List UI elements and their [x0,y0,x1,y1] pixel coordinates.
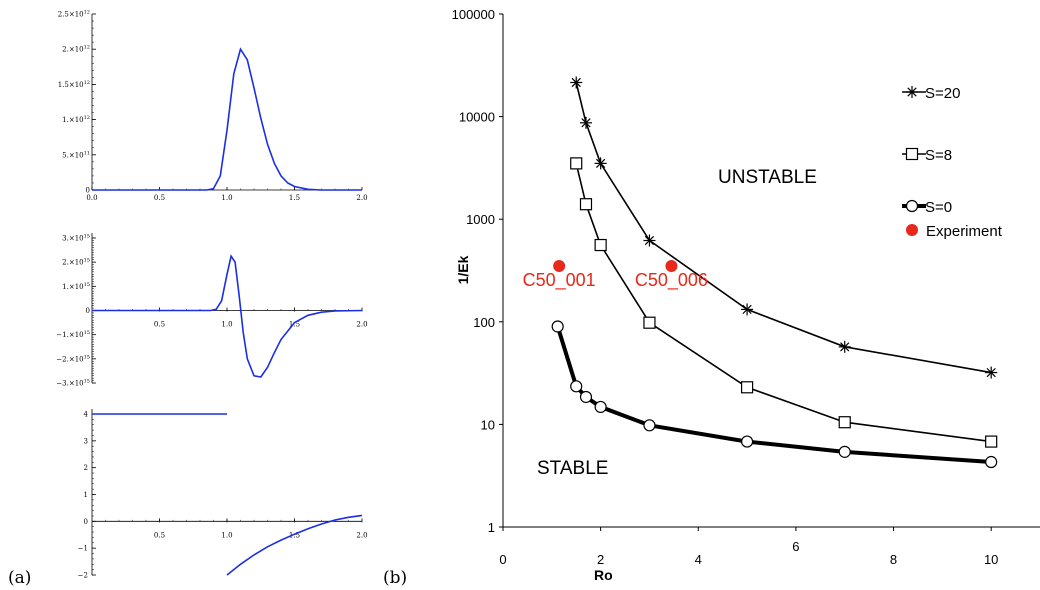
series-s0-point [643,419,656,432]
a2-ytick-label: 3.×1015 [62,234,90,243]
b-y-axis-title: 1/Ek [455,255,471,284]
a1-ytick-label: 0 [86,187,90,195]
series-s8-point [838,416,851,429]
unstable-region-label: UNSTABLE [718,167,817,188]
experiment-point [665,259,678,272]
a1-ytick-label: 1.×1012 [62,115,90,124]
a3-ytick-label: −2 [78,572,88,580]
panel-a-bottom-plot: 4 3 2 1 0 −1 −2 0.5 1.0 1.5 2.0 [78,409,368,580]
legend-experiment-label: Experiment [926,223,1003,240]
experiment-point-label: C50_006 [635,270,708,291]
a2-ytick-label: −2.×1015 [56,354,90,363]
a3-xtick-label: 2.0 [356,531,367,539]
a1-curve [92,47,362,191]
a1-xtick-label: 0.0 [86,194,97,202]
series-s20-point [644,235,655,246]
stable-region-label: STABLE [537,458,608,479]
a3-curve-2 [226,514,363,576]
b-ytick-label: 10000 [459,110,495,125]
panel-b-axes: 1 10 100 1000 10000 100000 0 2 4 6 8 10 Ro 1/Ek [452,7,1040,583]
legend-s20-label: S=20 [925,85,960,102]
series-s0-point [594,400,607,414]
a2-curve [92,254,363,378]
a2-xtick-label: 0.5 [154,321,165,329]
a2-xtick-label: 1.5 [289,321,300,329]
legend-s0-marker [905,199,919,213]
a1-xtick-label: 0.5 [154,194,165,202]
a3-ytick-label: −1 [78,545,88,553]
series-s20-point [596,158,606,169]
panel-a-top-plot: 0 5.×1011 1.×1012 1.5×1012 2.×1012 2.5×1012 0.… [58,10,368,203]
a1-xtick-label: 2.0 [356,194,367,202]
series-s8-point [579,198,593,211]
series-s20-point [986,367,996,378]
b-xtick-label: 4 [695,552,702,567]
a2-ytick-label: 1.×1015 [62,282,90,291]
series-s0-point [838,445,851,458]
a2-ytick-label: −1.×1015 [56,330,90,339]
series-s8-point [643,316,656,329]
b-xtick-label: 0 [499,552,506,567]
a2-ytick-label: 0 [86,307,90,315]
series-s20-point [581,118,591,128]
series-s8-point [594,238,607,252]
b-xtick-label: 10 [984,552,998,567]
panel-a-label: (a) [8,568,31,588]
panel-b-label: (b) [383,568,407,588]
a3-xtick-label: 1.0 [221,531,232,539]
a1-ytick-label: 2.×1012 [62,45,90,54]
b-xtick-label: 8 [890,552,897,567]
panel-b-experiment: C50_001 C50_006 [523,259,708,291]
a2-ytick-label: 2.×1015 [62,258,90,267]
series-s8-point [740,381,754,394]
panel-a-middle-plot: 3.×1015 2.×1015 1.×1015 0 −1.×1015 −2.×1015 −3… [56,233,368,388]
b-ytick-label: 1 [488,520,495,535]
a2-xtick-label: 1.0 [221,321,232,329]
a1-ytick-label: 5.×1011 [62,150,90,159]
series-s0-point [579,390,593,404]
a1-ytick-label: 2.5×1012 [58,10,90,19]
a3-ytick-label: 4 [84,411,89,419]
legend-s0-label: S=0 [925,199,952,216]
panel-b-legend: S=20 S=8 S=0 Experiment [902,85,1003,240]
b-ytick-label: 100000 [452,7,495,22]
panel-b-chart: 1 10 100 1000 10000 100000 0 2 4 6 8 10 Ro 1/Ek C50_0… [452,7,1040,583]
b-ytick-label: 1000 [466,212,495,227]
a1-xtick-label: 1.0 [221,194,232,202]
b-ytick-label: 100 [473,315,495,330]
series-s20-point [742,304,752,315]
series-s0-point [740,435,754,448]
series-s8-point [570,157,583,170]
series-s0-point [551,320,564,333]
legend-experiment-marker [906,224,918,236]
a3-xtick-label: 1.5 [289,531,300,539]
series-s20-point [571,77,581,88]
b-xtick-label: 2 [597,552,604,567]
legend-s8-label: S=8 [925,147,952,164]
b-x-axis-title: Ro [594,567,613,583]
a3-ytick-label: 3 [84,437,88,445]
series-s8-point [985,435,998,448]
experiment-point [553,259,566,272]
a3-xtick-label: 0.5 [154,531,165,539]
legend-s8-marker [905,147,919,161]
b-ytick-label: 10 [481,417,495,432]
series-s0-line [555,325,992,464]
series-s20-point [840,342,850,352]
experiment-point-label: C50_001 [523,270,596,291]
a3-ytick-label: 2 [84,464,88,472]
panel-b-series [551,76,998,469]
a1-ytick-label: 1.5×1012 [58,80,90,89]
series-s0-point [570,380,583,393]
a3-ytick-label: 1 [84,491,88,499]
a1-xtick-label: 1.5 [289,194,300,202]
series-s0-point [985,455,998,469]
a3-ytick-label: 0 [84,518,88,526]
a2-ytick-label: −3.×1015 [56,379,90,388]
a2-xtick-label: 2.0 [356,321,367,329]
panel-a: 0 5.×1011 1.×1012 1.5×1012 2.×1012 2.5×1012 0.… [56,10,367,580]
legend-s20-marker [907,87,917,97]
b-xtick-label: 6 [792,539,799,554]
